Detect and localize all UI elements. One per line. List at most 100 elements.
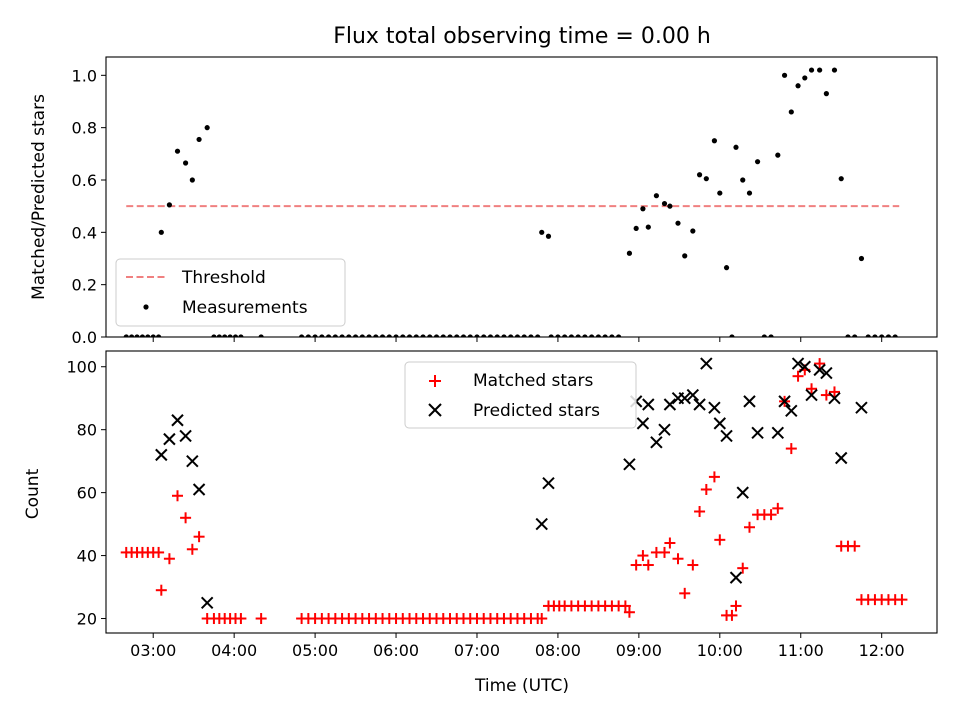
bottom-legend: Matched stars Predicted stars [404, 361, 637, 429]
measurement-point [427, 334, 433, 337]
predicted-point-b [736, 486, 749, 499]
measurement-point [129, 334, 135, 337]
measurement-point [352, 334, 359, 337]
top-y-tick-label: 0.2 [72, 276, 97, 295]
matched-point [694, 506, 706, 518]
measurement-point [595, 334, 601, 337]
matched-point [708, 471, 720, 483]
matched-point [765, 509, 777, 521]
matched-point [235, 613, 247, 625]
predicted-point-b [163, 432, 176, 446]
predicted-point [771, 426, 785, 440]
measurement-point [640, 206, 646, 212]
measurement-point [555, 334, 561, 337]
measurement-point [802, 75, 808, 81]
predicted-point-b [720, 429, 733, 443]
measurement-point [823, 91, 829, 97]
predicted-point [743, 395, 756, 408]
matched-point [849, 540, 861, 552]
bottom-x-tick-label: 03:00 [130, 641, 176, 660]
measurement-point [386, 334, 392, 337]
measurement-point [174, 148, 181, 154]
bottom-x-tick-label: 10:00 [697, 641, 743, 660]
predicted-point-b [658, 423, 671, 436]
measurement-point [872, 334, 878, 337]
predicted-point [678, 392, 691, 405]
predicted-point [805, 388, 818, 402]
matched-point [672, 553, 684, 565]
predicted-point [828, 392, 841, 405]
measurement-point [740, 177, 746, 183]
matched-point [772, 502, 784, 514]
predicted-point-b [835, 451, 848, 465]
matched-point [743, 521, 755, 533]
measurement-point [393, 334, 399, 337]
matched-point [630, 559, 642, 571]
predicted-point [729, 571, 743, 584]
measurement-point [487, 334, 494, 337]
bottom-x-tick-label: 04:00 [211, 641, 257, 660]
measurement-point [139, 334, 146, 337]
predicted-point [693, 398, 706, 411]
predicted-point [708, 401, 721, 414]
matched-point [896, 594, 908, 606]
predicted-point [542, 476, 555, 490]
predicted-point-b [820, 366, 833, 380]
top-y-axis-label: Matched/Predicted stars [29, 94, 49, 300]
measurement-point [467, 334, 473, 337]
matched-point [714, 534, 726, 546]
measurement-points [123, 67, 898, 337]
measurement-point [359, 334, 365, 337]
predicted-point-b [623, 458, 636, 471]
matched-point [186, 543, 198, 555]
measurement-point [447, 334, 453, 337]
predicted-point-b [650, 436, 663, 449]
measurement-point [733, 144, 739, 150]
matched-point [255, 613, 267, 625]
predicted-point-b [828, 392, 841, 405]
predicted-point [751, 426, 764, 440]
predicted-point [186, 454, 199, 468]
measurement-point [817, 67, 823, 73]
measurement-point [312, 334, 318, 337]
measurement-point [232, 334, 239, 337]
measurement-point [346, 334, 352, 337]
bottom-x-axis-label: Time (UTC) [474, 676, 569, 696]
measurement-point [746, 190, 753, 196]
matched-point [623, 606, 635, 618]
measurement-point [667, 203, 673, 209]
bottom-y-tick-label: 100 [66, 358, 97, 377]
predicted-point-b [708, 401, 721, 414]
predicted-point-b [179, 429, 192, 443]
measurement-point [754, 159, 761, 165]
matched-point [785, 443, 797, 455]
predicted-point [623, 458, 636, 471]
measurement-point [703, 176, 709, 182]
predicted-point [192, 483, 206, 496]
matched-point [163, 553, 175, 565]
measurement-point [892, 334, 898, 337]
measurement-point [325, 334, 332, 337]
predicted-point-b [700, 357, 713, 370]
measurement-point [305, 334, 311, 337]
predicted-point-b [186, 454, 199, 468]
measurement-point [339, 334, 345, 337]
matched-point [806, 383, 818, 395]
measurement-point [831, 67, 838, 73]
predicted-point [713, 417, 727, 430]
predicted-point [171, 414, 184, 427]
measurement-point [808, 67, 815, 73]
top-y-tick-label: 1.0 [72, 66, 97, 85]
bottom-axes-frame [105, 350, 938, 634]
matched-point [619, 600, 631, 612]
top-plot-area: 0.0 0.2 0.4 0.6 0.8 1.0 [72, 56, 938, 347]
bottom-y-tick-label: 20 [77, 610, 97, 629]
predicted-point-b [743, 395, 756, 408]
measurement-point [379, 334, 386, 337]
measurement-point [400, 334, 406, 337]
predicted-point-b [778, 395, 791, 408]
predicted-point [642, 398, 655, 411]
bottom-legend-box [404, 361, 637, 429]
predicted-point-b [798, 360, 812, 373]
matched-point [180, 512, 192, 524]
